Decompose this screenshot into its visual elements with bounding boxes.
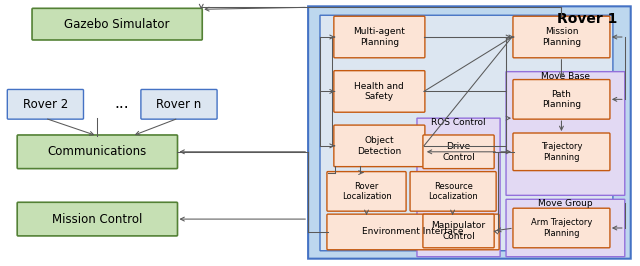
Text: Rover 2: Rover 2 xyxy=(23,98,68,111)
Text: Gazebo Simulator: Gazebo Simulator xyxy=(65,18,170,31)
FancyBboxPatch shape xyxy=(410,172,496,211)
FancyBboxPatch shape xyxy=(308,6,631,259)
FancyBboxPatch shape xyxy=(513,208,610,248)
FancyBboxPatch shape xyxy=(513,80,610,119)
Text: Drive
Control: Drive Control xyxy=(442,142,475,161)
Text: Trajectory
Planning: Trajectory Planning xyxy=(541,142,582,161)
FancyBboxPatch shape xyxy=(417,118,500,257)
Text: Resource
Localization: Resource Localization xyxy=(428,182,478,201)
Text: ROS Control: ROS Control xyxy=(431,118,486,127)
FancyBboxPatch shape xyxy=(327,214,499,250)
Text: Environment Interface: Environment Interface xyxy=(362,227,464,236)
Text: Object
Detection: Object Detection xyxy=(357,136,401,156)
FancyBboxPatch shape xyxy=(423,214,494,248)
Text: Rover
Localization: Rover Localization xyxy=(342,182,392,201)
FancyBboxPatch shape xyxy=(506,199,625,257)
Text: Path
Planning: Path Planning xyxy=(542,90,581,109)
Text: Communications: Communications xyxy=(48,145,147,158)
Text: Health and
Safety: Health and Safety xyxy=(355,82,404,101)
Text: Manipulator
Control: Manipulator Control xyxy=(431,221,486,241)
FancyBboxPatch shape xyxy=(513,16,610,58)
Text: ...: ... xyxy=(115,96,129,111)
Text: Mission Control: Mission Control xyxy=(52,213,143,226)
FancyBboxPatch shape xyxy=(506,72,625,195)
Text: Move Base: Move Base xyxy=(541,72,590,81)
Text: Arm Trajectory
Planning: Arm Trajectory Planning xyxy=(531,218,592,238)
FancyBboxPatch shape xyxy=(513,133,610,171)
FancyBboxPatch shape xyxy=(141,89,217,119)
FancyBboxPatch shape xyxy=(32,8,202,40)
Text: Rover 1: Rover 1 xyxy=(557,12,618,26)
Text: Rover n: Rover n xyxy=(156,98,202,111)
FancyBboxPatch shape xyxy=(17,202,177,236)
FancyBboxPatch shape xyxy=(334,125,425,167)
FancyBboxPatch shape xyxy=(320,15,613,251)
FancyBboxPatch shape xyxy=(327,172,406,211)
FancyBboxPatch shape xyxy=(423,135,494,169)
FancyBboxPatch shape xyxy=(334,71,425,112)
Text: Mission
Planning: Mission Planning xyxy=(542,27,581,47)
Text: Move Group: Move Group xyxy=(538,199,593,208)
FancyBboxPatch shape xyxy=(17,135,177,169)
Text: Multi-agent
Planning: Multi-agent Planning xyxy=(353,27,405,47)
FancyBboxPatch shape xyxy=(334,16,425,58)
FancyBboxPatch shape xyxy=(7,89,83,119)
